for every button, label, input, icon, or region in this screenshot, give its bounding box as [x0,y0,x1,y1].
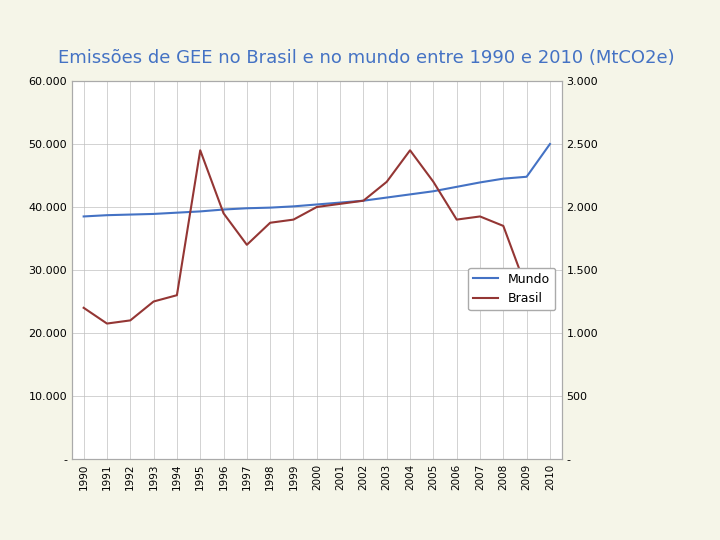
Brasil [196,147,204,153]
Mundo [173,210,181,216]
Brasil [79,305,88,311]
Mundo [429,188,438,194]
Brasil [499,222,508,229]
Mundo [522,173,531,180]
Brasil [359,198,368,204]
Brasil [289,217,298,223]
Mundo [312,201,321,208]
Mundo [546,141,554,147]
Mundo [476,179,485,186]
Brasil [546,286,554,292]
Brasil [522,286,531,292]
Brasil [406,147,415,153]
Mundo [452,184,461,190]
Brasil [126,317,135,323]
Brasil [173,292,181,299]
Mundo [79,213,88,220]
Mundo [243,205,251,212]
Mundo [382,194,391,201]
Mundo [499,176,508,182]
Brasil [429,179,438,185]
Mundo [336,199,344,206]
Line: Mundo: Mundo [84,144,550,217]
Text: Emissões de GEE no Brasil e no mundo entre 1990 e 2010 (MtCO2e): Emissões de GEE no Brasil e no mundo ent… [58,49,674,66]
Mundo [126,211,135,218]
Brasil [382,179,391,185]
Mundo [406,191,415,198]
Brasil [149,298,158,305]
Legend: Mundo, Brasil: Mundo, Brasil [468,268,555,310]
Brasil [336,200,344,207]
Mundo [149,211,158,217]
Mundo [219,206,228,213]
Mundo [359,198,368,204]
Brasil [266,219,274,226]
Brasil [103,320,112,327]
Line: Brasil: Brasil [84,150,550,323]
Brasil [312,204,321,210]
Mundo [289,203,298,210]
Mundo [103,212,112,218]
Mundo [266,204,274,211]
Mundo [196,208,204,214]
Brasil [219,210,228,217]
Brasil [452,217,461,223]
Brasil [476,213,485,220]
Brasil [243,241,251,248]
